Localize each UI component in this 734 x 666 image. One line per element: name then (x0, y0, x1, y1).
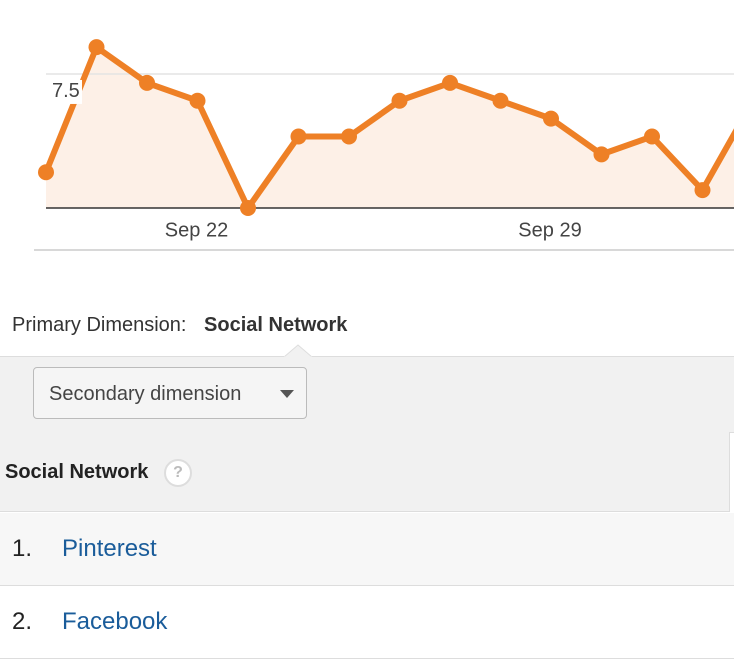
primary-dimension-value[interactable]: Social Network (204, 314, 348, 336)
primary-dimension-label: Primary Dimension: (12, 314, 187, 336)
point (189, 92, 206, 109)
point (442, 74, 458, 91)
table-body: 1. Pinterest 2. Facebook (0, 513, 734, 659)
notch (284, 344, 312, 358)
point (139, 74, 155, 91)
point (694, 182, 711, 199)
x-tick-label: Sep 29 (518, 219, 581, 241)
dropdown-arrow (280, 390, 294, 398)
point (38, 164, 54, 181)
point (593, 146, 610, 163)
row-link[interactable]: Facebook (62, 608, 168, 635)
table-row: 1. Pinterest (0, 513, 734, 586)
point (88, 39, 105, 56)
point (391, 92, 408, 109)
x-tick-label: Sep 22 (165, 219, 228, 241)
tick-label-bg (50, 79, 82, 104)
point (644, 128, 660, 145)
secondary-dimension-button[interactable]: Secondary dimension (33, 367, 307, 419)
y-tick-label: 7.5 (52, 80, 80, 102)
area (46, 47, 734, 208)
table-row: 2. Facebook (0, 586, 734, 659)
point (341, 128, 357, 145)
row-number: 1. (12, 535, 33, 562)
point (240, 200, 256, 216)
table-header: Social Network ? (0, 432, 730, 512)
header-label[interactable]: Social Network (5, 461, 149, 483)
row-number: 2. (12, 608, 33, 635)
secondary-dimension-label: Secondary dimension (49, 383, 242, 405)
point (543, 110, 559, 127)
point (290, 128, 307, 145)
help-icon[interactable]: ? (163, 458, 192, 487)
chart: 7.5 Sep 22 Sep 29 (34, 39, 734, 251)
point (492, 92, 509, 109)
row-link[interactable]: Pinterest (62, 535, 157, 562)
primary-dimension: Primary Dimension: Social Network (12, 314, 347, 337)
